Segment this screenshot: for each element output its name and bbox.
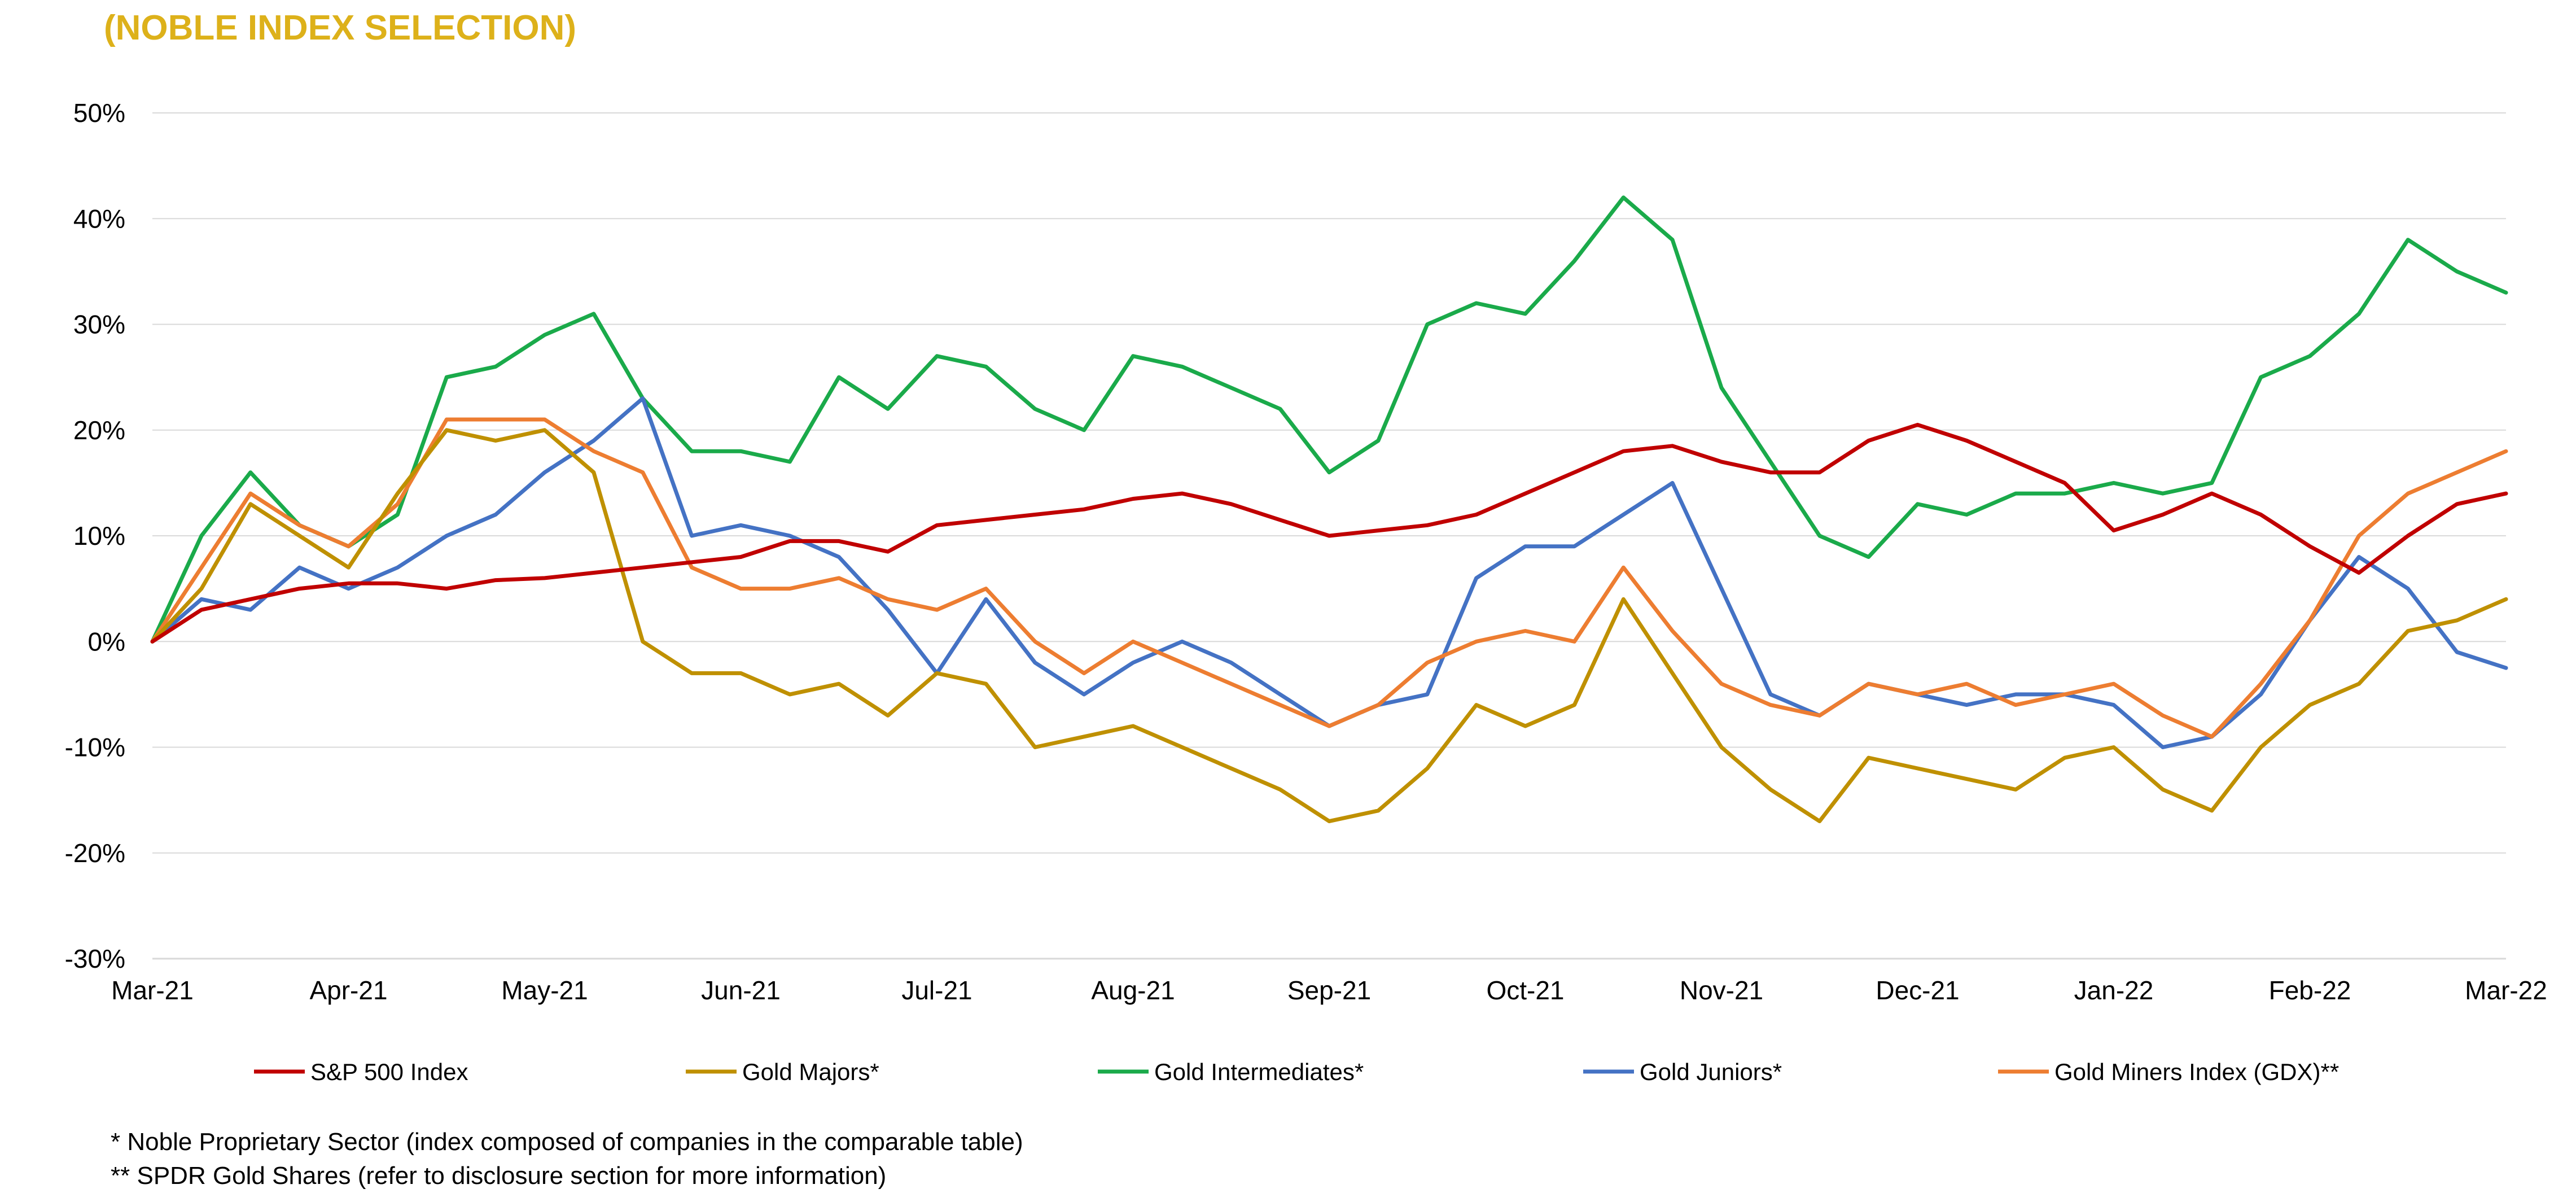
- x-tick-label: Dec-21: [1876, 976, 1959, 1005]
- legend-label: Gold Miners Index (GDX)**: [2054, 1059, 2339, 1085]
- y-axis-ticks: 50% 40% 30% 20% 10% 0% -10% -20% -30%: [65, 98, 125, 973]
- x-tick-label: Mar-21: [111, 976, 194, 1005]
- y-tick-label: -30%: [65, 944, 125, 973]
- y-tick-label: 10%: [73, 521, 125, 550]
- y-tick-label: 30%: [73, 310, 125, 339]
- legend: S&P 500 Index Gold Majors* Gold Intermedia…: [254, 1059, 2339, 1085]
- legend-label: Gold Intermediates*: [1154, 1059, 1364, 1085]
- series-line-gold-majors: [150, 428, 2508, 824]
- y-tick-label: -20%: [65, 838, 125, 868]
- legend-label: Gold Juniors*: [1640, 1059, 1782, 1085]
- y-tick-label: 50%: [73, 98, 125, 128]
- legend-label: S&P 500 Index: [310, 1059, 468, 1085]
- x-tick-label: May-21: [501, 976, 588, 1005]
- footnote-spdr-gold-shares: ** SPDR Gold Shares (refer to disclosure…: [111, 1162, 887, 1190]
- series-lines: [150, 195, 2508, 824]
- series-line-gold-intermediates: [150, 195, 2508, 644]
- y-tick-label: -10%: [65, 733, 125, 762]
- x-tick-label: Feb-22: [2269, 976, 2351, 1005]
- x-tick-label: Jan-22: [2074, 976, 2154, 1005]
- x-tick-label: Aug-21: [1091, 976, 1175, 1005]
- x-axis-ticks: Mar-21 Apr-21 May-21 Jun-21 Jul-21 Aug-21 Sep-…: [111, 976, 2547, 1005]
- legend-label: Gold Majors*: [742, 1059, 879, 1085]
- x-tick-label: Mar-22: [2465, 976, 2547, 1005]
- series-line-gold-juniors: [150, 396, 2508, 749]
- x-tick-label: Jun-21: [701, 976, 781, 1005]
- x-tick-label: Jul-21: [901, 976, 972, 1005]
- page-title: (NOBLE INDEX SELECTION): [104, 8, 577, 47]
- series-line-s-p-500-index: [150, 422, 2508, 644]
- footnote-proprietary-sector: * Noble Proprietary Sector (index compos…: [111, 1128, 1023, 1156]
- y-tick-label: 0%: [88, 627, 125, 656]
- y-tick-label: 20%: [73, 416, 125, 445]
- x-tick-label: Apr-21: [309, 976, 387, 1005]
- x-tick-label: Sep-21: [1287, 976, 1371, 1005]
- series-line-gold-miners-index-gdx: [150, 417, 2508, 739]
- x-tick-label: Oct-21: [1486, 976, 1564, 1005]
- y-tick-label: 40%: [73, 204, 125, 233]
- x-tick-label: Nov-21: [1680, 976, 1763, 1005]
